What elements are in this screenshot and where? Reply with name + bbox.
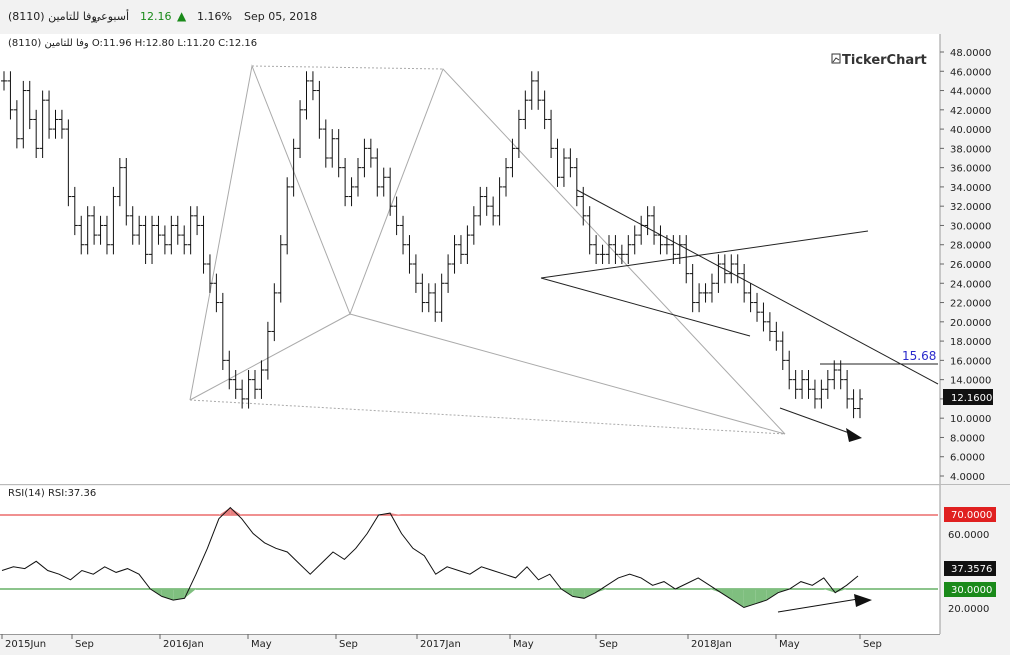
price-tick-label: 4.0000 [950,472,985,483]
rsi-oversold-fill [732,589,744,608]
price-tick-label: 34.0000 [950,183,991,194]
price-tick-label: 24.0000 [950,279,991,290]
rsi-line [1,506,859,609]
rsi-upper-tag [944,507,996,522]
rsi-divergence-line [777,598,859,613]
channel-lower-line [540,277,751,337]
rsi-fills [150,507,847,608]
rsi-label: RSI(14) RSI:37.36 [8,488,96,499]
x-tick-label: 2015Jun [5,639,46,650]
x-tick-label: Sep [599,639,618,650]
x-tick-label: May [251,639,272,650]
rsi-upper-text: 70.0000 [951,510,992,521]
x-tick-label: Sep [863,639,882,650]
downtrend-line-upper [576,189,939,385]
price-tick-label: 20.0000 [950,318,991,329]
price-tick-label: 28.0000 [950,241,991,252]
price-tick-label: 44.0000 [950,87,991,98]
logo-text: TickerChart [842,53,927,68]
up-triangle-icon: ▲ [177,9,187,23]
rsi-overbought-fill [390,513,402,515]
rsi-oversold-fill [173,589,185,601]
last-price-text: 12.1600 [951,393,992,404]
divergence-arrow-line [779,407,853,435]
rsi-current-tag [944,561,996,576]
rsi-arrow-head-icon [854,594,872,607]
pattern-lines [189,64,939,442]
rsi-oversold-fill [766,589,779,601]
rsi-lower-tag [944,582,996,597]
channel-upper-line [540,230,869,279]
price-tick-label: 22.0000 [950,299,991,310]
price-tick-label: 26.0000 [950,260,991,271]
harmonic-bd-line [349,313,786,435]
rsi-panel[interactable] [0,486,940,634]
rsi-oversold-fill [835,589,847,593]
date-label: Sep 05, 2018 [244,10,318,23]
x-tick-label: 2018Jan [691,639,732,650]
rsi-oversold-fill [743,589,756,608]
price-tick-label: 42.0000 [950,106,991,117]
chart-header: وفا للتامين (8110) أسبوعي 12.16 ▲ 1.16% … [0,0,1010,34]
price-tick-label: 46.0000 [950,67,991,78]
rsi-overbought-fill [218,507,231,515]
rsi-oversold-fill [572,589,585,599]
price-y-axis: 48.0000 46.0000 44.0000 42.0000 40.0000 38.00… [940,48,991,483]
x-tick-label: Sep [75,639,94,650]
rsi-oversold-fill [755,589,767,604]
x-axis: 2015Jun Sep 2016Jan May Sep 2017Jan May Sep 2018… [1,634,882,650]
price-tick-label: 30.0000 [950,221,991,232]
rsi-oversold-fill [584,589,596,599]
rsi-oversold-fill [709,589,722,593]
last-price-tag [943,389,993,405]
chart-canvas[interactable]: وفا للتامين (8110) O:11.96 H:12.80 L:11.… [0,34,1010,651]
price-tick-label: 36.0000 [950,164,991,175]
price-tick-label: 40.0000 [950,125,991,136]
price-tick-label: 14.0000 [950,376,991,387]
price-tick-label: 8.0000 [950,433,985,444]
rsi-oversold-fill [721,589,733,601]
x-tick-label: 2016Jan [163,639,204,650]
chart-area[interactable]: وفا للتامين (8110) O:11.96 H:12.80 L:11.… [0,34,1010,651]
harmonic-xd-dotted [189,399,786,435]
x-tick-label: May [779,639,800,650]
rsi-tick-20: 20.0000 [948,604,989,615]
rsi-oversold-fill [823,589,836,593]
level-annotation: 15.68 [902,349,936,363]
rsi-overbought-fill [230,507,242,515]
tickerchart-logo: TickerChart [831,53,927,68]
price-tick-label: 48.0000 [950,48,991,59]
period-label[interactable]: أسبوعي [92,10,130,23]
price-tick-label: 32.0000 [950,202,991,213]
change-percent: 1.16% [197,10,232,23]
harmonic-xb-line [189,313,351,401]
rsi-current-text: 37.3576 [951,564,992,575]
price-tick-label: 16.0000 [950,356,991,367]
ohlc-bars [1,71,863,419]
rsi-tick-60: 60.0000 [948,530,989,541]
price-tick-label: 38.0000 [950,144,991,155]
rsi-lower-text: 30.0000 [951,585,992,596]
arrow-head-icon [846,428,862,442]
x-tick-label: 2017Jan [420,639,461,650]
price-tick-label: 18.0000 [950,337,991,348]
price-tick-label: 6.0000 [950,453,985,464]
x-tick-label: Sep [339,639,358,650]
close-price: 12.16 [140,10,172,23]
symbol-label[interactable]: وفا للتامين (8110) [8,10,97,23]
price-tick-label: 10.0000 [950,414,991,425]
ohlc-label: وفا للتامين (8110) O:11.96 H:12.80 L:11.… [8,38,257,49]
x-tick-label: May [513,639,534,650]
rsi-oversold-fill [595,589,607,593]
